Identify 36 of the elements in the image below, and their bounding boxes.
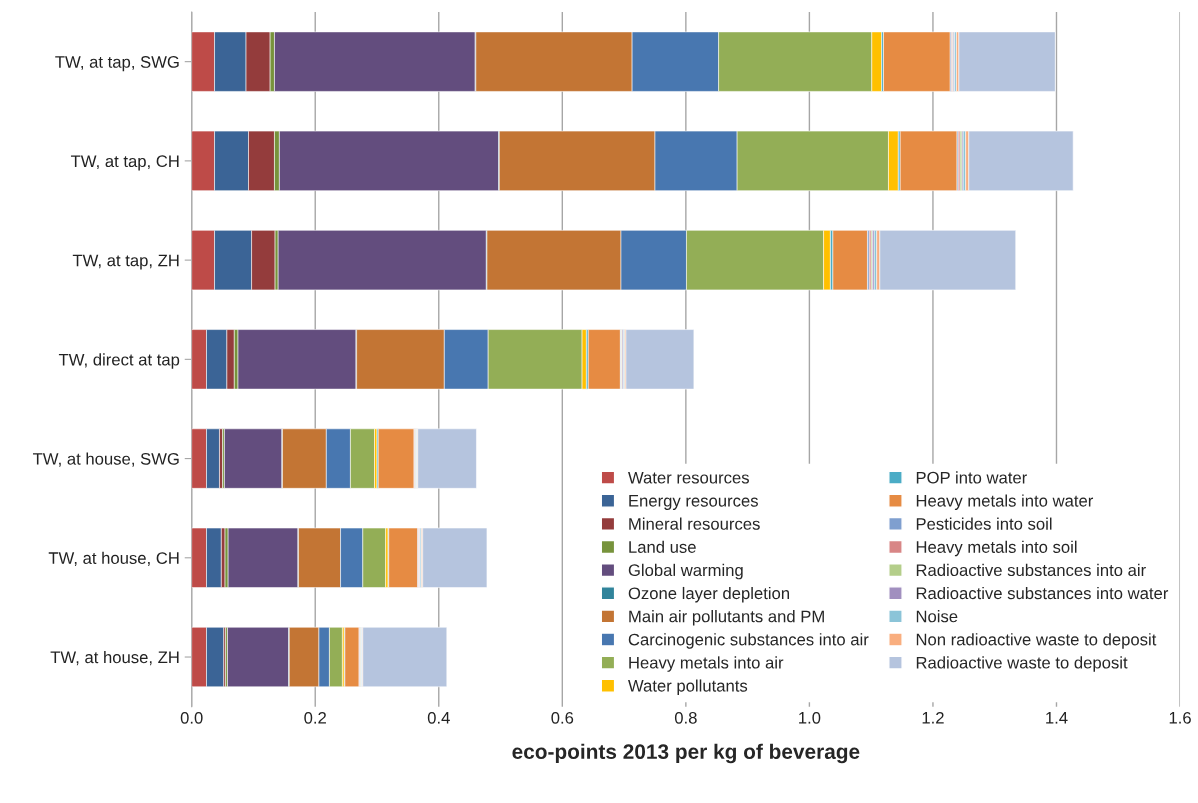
legend-label: Radioactive substances into air	[916, 563, 1146, 577]
legend-label: Radioactive waste to deposit	[916, 656, 1128, 672]
y-tick-label: TW, at house, ZH	[50, 650, 179, 666]
x-tick-label: 1.6	[1169, 711, 1191, 724]
x-tick-label: 0.0	[180, 711, 203, 724]
legend-label: Water resources	[628, 471, 749, 484]
x-tick-label: 0.6	[551, 711, 574, 724]
legend-label: Main air pollutants and PM	[629, 610, 824, 626]
legend-label: Land use	[629, 540, 696, 553]
y-tick-label: TW, at house, SWG	[32, 452, 179, 467]
legend-label: Mineral resources	[629, 517, 760, 530]
legend-label: Energy resources	[629, 495, 758, 510]
legend-label: Radioactive substances into water	[916, 586, 1169, 600]
legend-label: Global warming	[628, 563, 743, 580]
y-tick-label: TW, at tap, SWG	[55, 56, 179, 72]
y-tick-label: TW, direct at tap	[58, 353, 180, 369]
x-tick-label: 1.4	[1046, 712, 1068, 724]
x-tick-label: 1.2	[922, 711, 944, 724]
legend-label: POP into water	[916, 471, 1027, 484]
x-tick-label: 1.0	[799, 711, 821, 724]
x-tick-label: 0.8	[674, 711, 697, 724]
legend-label: Noise	[916, 610, 958, 623]
legend-label: Non radioactive waste to deposit	[916, 633, 1157, 649]
x-tick-label: 0.4	[427, 711, 450, 724]
y-tick-label: TW, at house, CH	[48, 551, 179, 566]
legend-label: Ozone layer depletion	[628, 586, 789, 603]
x-tick-label: 0.2	[304, 711, 326, 724]
legend-label: Heavy metals into water	[916, 494, 1094, 510]
x-axis-title: eco-points 2013 per kg of beverage	[512, 743, 860, 764]
legend-label: Heavy metals into air	[629, 656, 784, 672]
y-tick-label: TW, at tap, ZH	[72, 254, 179, 270]
legend-label: Heavy metals into soil	[916, 540, 1077, 557]
y-tick-label: TW, at tap, CH	[70, 155, 179, 171]
legend-label: Water pollutants	[628, 679, 748, 695]
legend-label: Pesticides into soil	[916, 517, 1052, 530]
legend-label: Carcinogenic substances into air	[628, 633, 869, 649]
